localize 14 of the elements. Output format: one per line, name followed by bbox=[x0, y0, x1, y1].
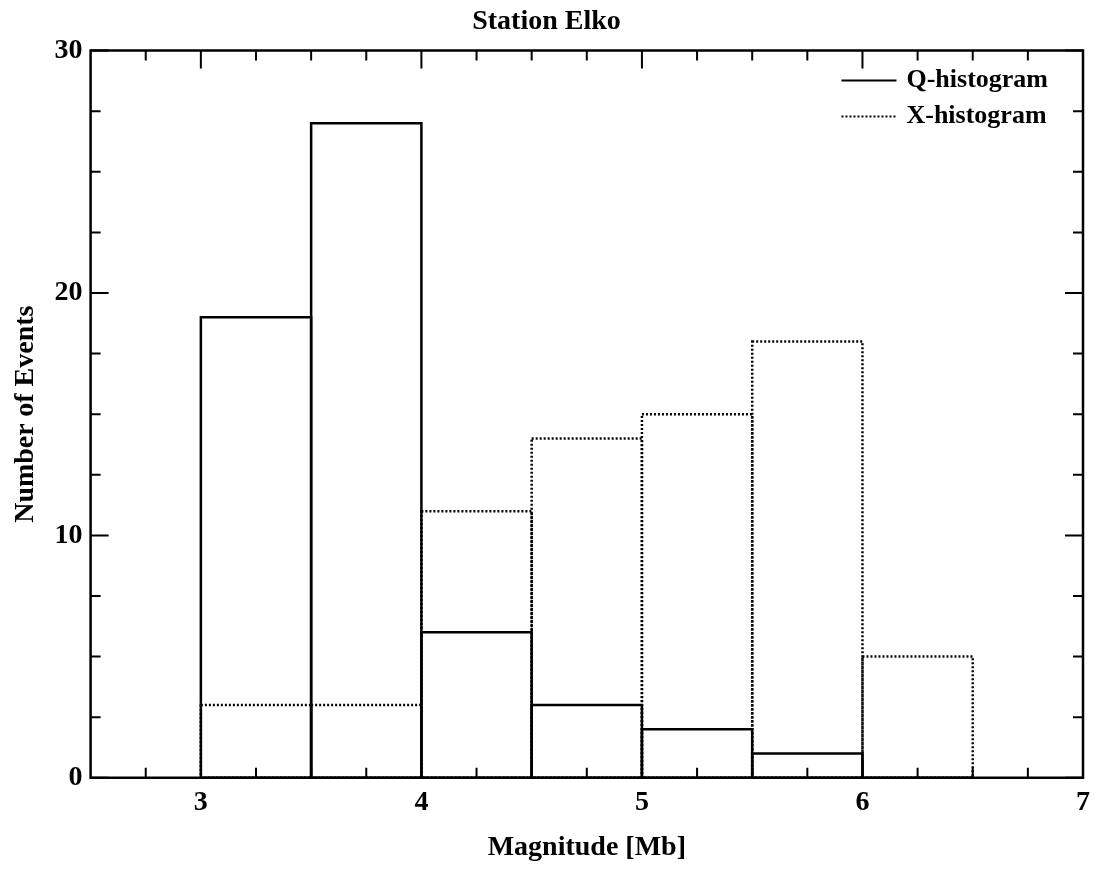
x-tick-label: 5 bbox=[634, 784, 649, 816]
x-tick-label: 6 bbox=[855, 784, 870, 816]
y-axis-title: Number of Events bbox=[8, 305, 40, 523]
x-tick-label: 3 bbox=[193, 784, 208, 816]
x-axis-title: Magnitude [Mb] bbox=[487, 830, 686, 862]
chart-title: Station Elko bbox=[472, 4, 621, 36]
x-tick-label: 4 bbox=[414, 784, 429, 816]
y-tick-label: 10 bbox=[54, 517, 83, 549]
y-tick-label: 0 bbox=[68, 760, 83, 792]
legend-label: X-histogram bbox=[906, 100, 1047, 130]
x-tick-label: 7 bbox=[1076, 784, 1090, 816]
legend-label: Q-histogram bbox=[906, 64, 1049, 94]
y-tick-label: 30 bbox=[54, 32, 83, 64]
y-tick-label: 20 bbox=[54, 275, 83, 307]
